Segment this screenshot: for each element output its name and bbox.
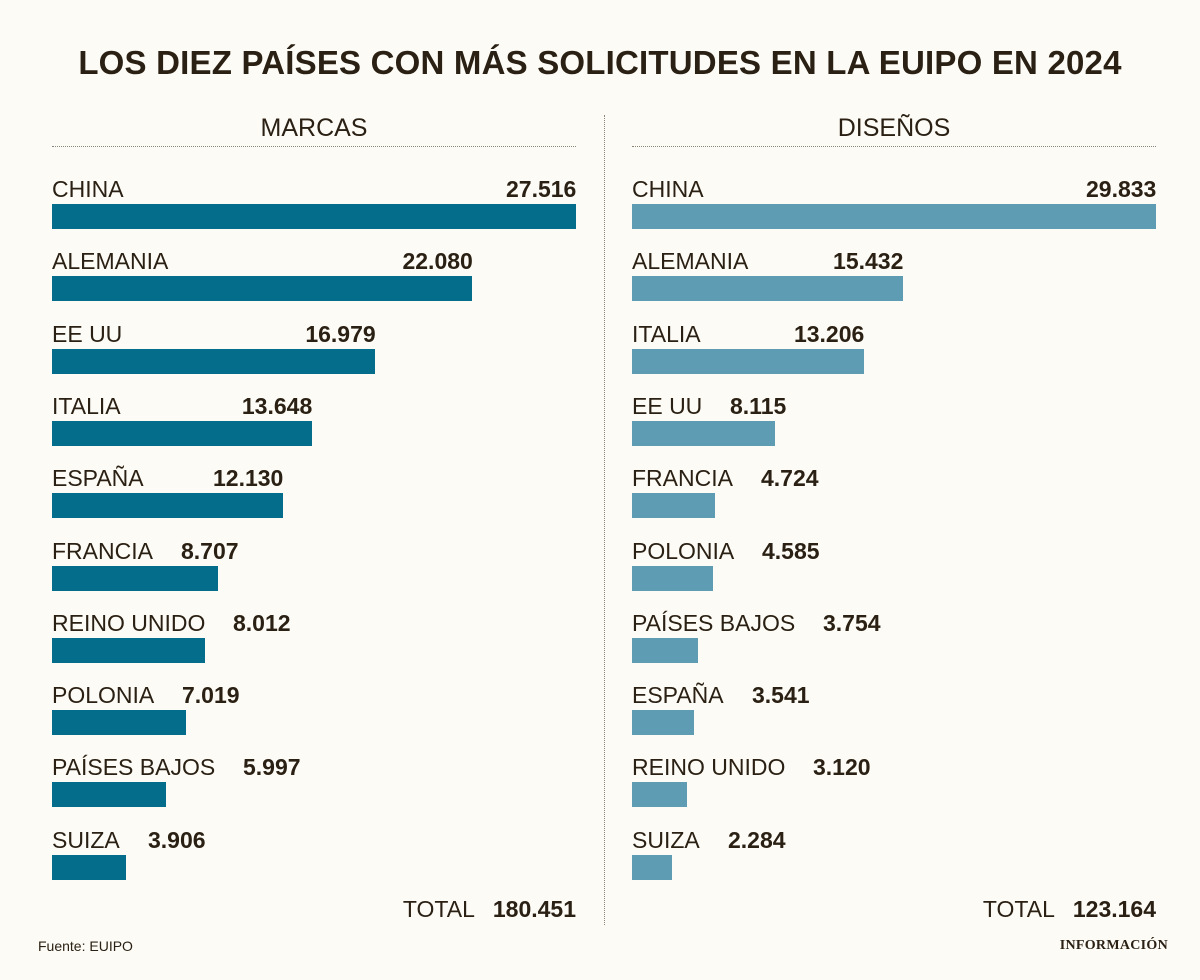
disenos-value-label: 3.541 [752,682,810,709]
marcas-value-label: 12.130 [212,465,284,492]
marcas-bar [52,637,205,663]
marcas-category-label: ESPAÑA [52,465,144,492]
marcas-category-label: ITALIA [52,392,121,419]
marcas-value-label: 5.997 [243,754,301,781]
source-note: Fuente: EUIPO [38,938,133,954]
disenos-value-label: 2.284 [728,826,786,853]
disenos-category-label: CHINA [632,176,704,202]
disenos-category-label: POLONIA [632,537,735,564]
disenos-bar [632,204,1156,229]
disenos-bar [632,565,713,591]
disenos-total: TOTAL 123.164 [983,896,1156,922]
disenos-value-label: 8.115 [730,392,787,419]
disenos-bar [632,710,695,736]
marcas-value-label: 22.080 [402,248,473,275]
marcas-category-label: PAÍSES BAJOS [52,754,216,781]
disenos-total-value: 123.164 [1072,896,1156,922]
disenos-value-label: 4.585 [762,537,820,564]
chart-title: LOS DIEZ PAÍSES CON MÁS SOLICITUDES EN L… [78,44,1122,81]
disenos-category-label: EE UU [632,392,703,419]
disenos-category-label: REINO UNIDO [632,754,786,781]
disenos-value-label: 3.120 [813,754,871,781]
disenos-category-label: ALEMANIA [632,248,749,275]
disenos-bar [632,637,698,663]
marcas-category-label: FRANCIA [52,537,153,564]
marcas-bar [52,710,186,736]
marcas-value-label: 27.516 [506,176,577,202]
disenos-category-label: ITALIA [632,320,701,347]
disenos-value-label: 13.206 [793,320,865,347]
marcas-bar [52,493,283,519]
marcas-value-label: 8.012 [233,609,291,636]
disenos-value-label: 29.833 [1086,176,1157,202]
marcas-value-label: 16.979 [305,320,376,347]
marcas-bar [52,420,312,446]
marcas-category-label: POLONIA [52,682,155,709]
marcas-bar [52,782,167,808]
marcas-category-label: REINO UNIDO [52,609,206,636]
marcas-value-label: 13.648 [241,392,313,419]
marcas-panel-title: MARCAS [52,110,576,147]
disenos-category-label: SUIZA [632,826,700,853]
marcas-total-label: TOTAL [402,896,475,922]
disenos-bar [632,420,775,446]
disenos-category-label: FRANCIA [632,465,733,492]
marcas-bar [52,276,473,302]
disenos-bar [632,782,687,808]
disenos-value-label: 3.754 [823,609,881,636]
marcas-value-label: 8.707 [181,537,239,564]
disenos-total-label: TOTAL [982,896,1055,922]
marcas-category-label: SUIZA [52,826,120,853]
marcas-bar [52,348,376,374]
marcas-bar [52,565,218,591]
brand-logo: INFORMACIÓN [1059,938,1168,953]
disenos-bar [632,348,864,374]
disenos-bar [632,854,673,880]
marcas-category-label: EE UU [52,320,123,347]
marcas-value-label: 3.906 [148,826,206,853]
marcas-total: TOTAL 180.451 [403,896,576,922]
disenos-category-label: PAÍSES BAJOS [632,609,796,636]
marcas-value-label: 7.019 [182,682,240,709]
marcas-bar [52,204,576,229]
marcas-category-label: CHINA [52,176,124,202]
disenos-bar [632,493,715,519]
marcas-total-value: 180.451 [492,896,576,922]
disenos-value-label: 4.724 [761,465,819,492]
disenos-bar [632,276,904,302]
panel-divider [604,115,605,925]
disenos-category-label: ESPAÑA [632,682,724,709]
marcas-bar [52,854,127,880]
marcas-category-label: ALEMANIA [52,248,169,275]
disenos-panel-title: DISEÑOS [632,110,1156,147]
disenos-value-label: 15.432 [833,248,904,275]
